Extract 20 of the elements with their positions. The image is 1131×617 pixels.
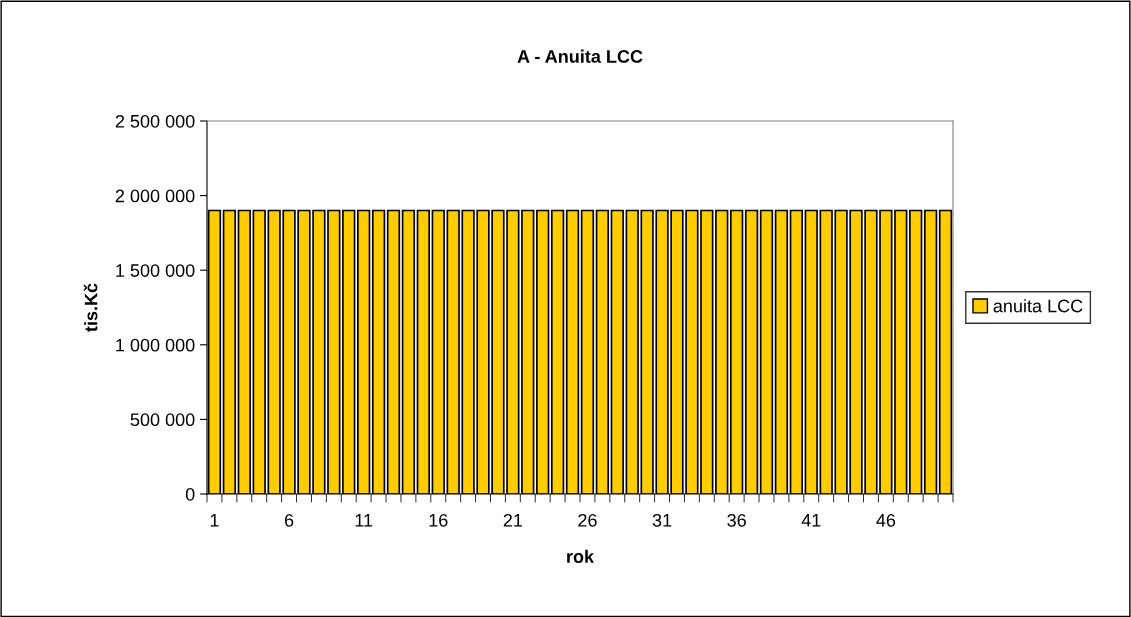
y-tick-label: 2 000 000 xyxy=(115,189,195,203)
x-tick-label: 26 xyxy=(578,513,597,527)
x-axis-title: rok xyxy=(567,549,595,563)
legend-label: anuita LCC xyxy=(993,299,1083,313)
x-tick-label: 36 xyxy=(727,513,746,527)
y-axis-title: tis.Kč xyxy=(83,283,98,332)
y-tick-label: 2 500 000 xyxy=(115,114,195,128)
x-tick-label: 6 xyxy=(284,513,294,527)
y-tick-label: 1 000 000 xyxy=(116,338,195,352)
y-tick-label: 0 xyxy=(185,487,195,501)
x-tick-label: 11 xyxy=(355,514,373,527)
x-tick-label: 16 xyxy=(429,513,448,527)
x-tick-label: 46 xyxy=(876,513,896,527)
x-tick-label: 31 xyxy=(652,513,672,527)
x-tick-label: 1 xyxy=(210,514,219,527)
x-tick-label: 21 xyxy=(503,513,523,527)
y-tick-label: 1 500 000 xyxy=(116,264,195,277)
chart-title: A - Anuita LCC xyxy=(517,49,643,63)
y-tick-label: 500 000 xyxy=(130,413,195,427)
x-tick-label: 41 xyxy=(801,514,821,527)
